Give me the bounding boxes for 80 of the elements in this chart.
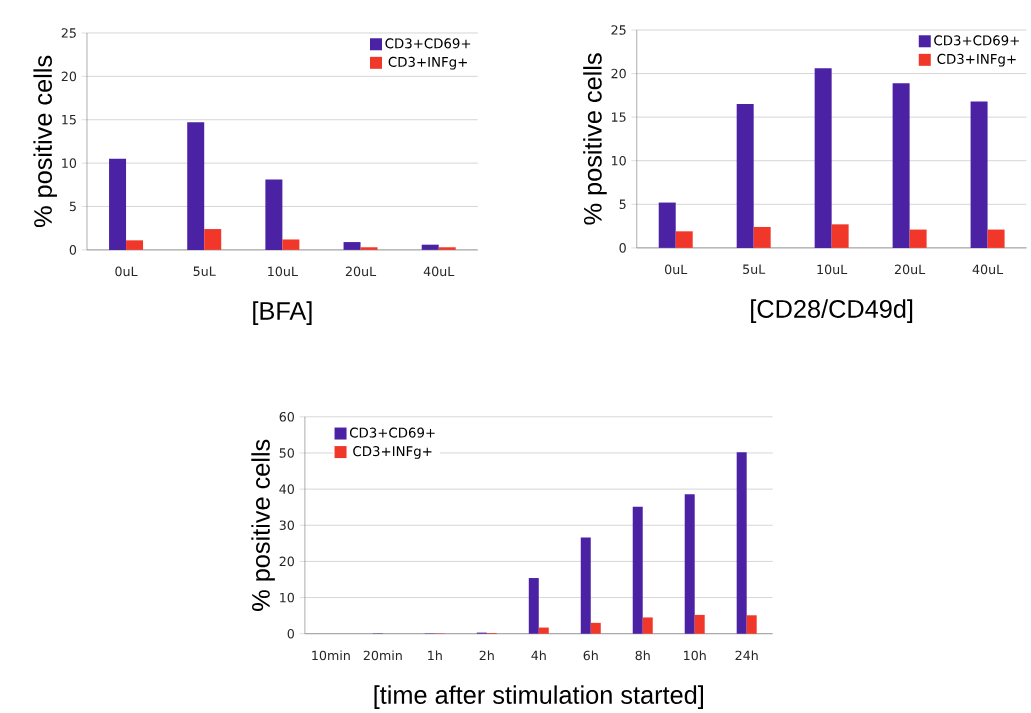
bar [684, 493, 695, 634]
legend-label: CD3+CD69+ [934, 35, 1019, 46]
x-tick-label: 40uL [972, 264, 1004, 274]
bar [753, 226, 771, 248]
y-tick-label: 20 [61, 71, 77, 81]
y-axis-title: % positive cells [33, 55, 57, 227]
bar [282, 239, 300, 250]
bar [970, 101, 988, 248]
x-tick-label: 24h [735, 650, 758, 660]
x-tick-label: 2h [479, 650, 494, 660]
bar [642, 617, 653, 634]
bar [538, 627, 549, 634]
bar [632, 506, 643, 634]
bar [421, 244, 439, 250]
y-tick-label: 15 [611, 112, 626, 122]
y-axis-title: % positive cells [251, 439, 275, 611]
x-tick-label: 0uL [664, 264, 688, 274]
y-tick-label: 10 [611, 155, 626, 166]
x-tick-label: 10min [312, 650, 350, 661]
y-tick-label: 20 [279, 556, 294, 567]
y-tick-label: 5 [69, 201, 76, 212]
x-tick-label: 20uL [345, 266, 377, 276]
bar [187, 122, 205, 250]
x-tick-label: 20uL [894, 264, 926, 274]
x-tick-label: 20min [363, 650, 402, 661]
bar [126, 240, 144, 250]
bar [987, 229, 1005, 248]
bar [265, 179, 283, 250]
bar [343, 241, 361, 250]
bar [831, 224, 849, 248]
y-tick-label: 0 [69, 244, 77, 255]
y-tick-label: 5 [619, 199, 626, 209]
bar [736, 103, 754, 248]
x-axis-title: [time after stimulation started] [374, 685, 703, 709]
legend-label: CD3+CD69+ [385, 38, 471, 49]
x-tick-label: 6h [583, 650, 598, 661]
y-tick-label: 40 [279, 484, 294, 494]
x-tick-label: 8h [635, 650, 650, 661]
x-tick-label: 5uL [193, 266, 216, 276]
y-tick-label: 25 [61, 27, 76, 38]
y-tick-label: 25 [611, 24, 626, 35]
y-tick-label: 0 [619, 242, 626, 253]
y-tick-label: 50 [279, 447, 294, 458]
x-axis-title: [CD28/CD49d] [751, 299, 913, 323]
y-tick-label: 10 [62, 158, 77, 168]
bar [438, 247, 456, 250]
bar [675, 231, 693, 248]
x-axis-title: [BFA] [253, 301, 312, 325]
bar [736, 452, 747, 634]
y-tick-label: 10 [280, 592, 294, 603]
legend-label: CD3+CD69+ [349, 427, 435, 438]
bar [204, 228, 222, 250]
y-tick-label: 60 [279, 411, 294, 422]
x-tick-label: 10h [684, 650, 706, 661]
bar [694, 614, 705, 634]
legend-label: CD3+INFg+ [388, 56, 467, 70]
x-tick-label: 40uL [423, 266, 455, 276]
y-axis-title: % positive cells [583, 53, 607, 225]
y-tick-label: 0 [287, 628, 294, 639]
y-tick-label: 15 [62, 114, 76, 125]
legend-label: CD3+INFg+ [937, 53, 1016, 67]
x-tick-label: 10uL [268, 266, 298, 276]
bar [109, 158, 127, 250]
legend-label: CD3+INFg+ [353, 445, 432, 459]
y-tick-label: 30 [279, 520, 294, 530]
x-tick-label: 5uL [743, 264, 766, 274]
x-tick-label: 1h [428, 650, 442, 660]
bar [360, 247, 378, 250]
bar [746, 615, 757, 634]
bar [658, 202, 676, 248]
bar [590, 622, 601, 634]
x-tick-label: 0uL [115, 266, 138, 276]
x-tick-label: 4h [531, 650, 546, 660]
x-tick-label: 10uL [817, 264, 848, 274]
bar [528, 577, 539, 634]
bar [580, 537, 591, 634]
bar [909, 229, 927, 248]
y-tick-label: 20 [611, 68, 626, 79]
bar [814, 68, 832, 248]
bar [892, 82, 910, 248]
